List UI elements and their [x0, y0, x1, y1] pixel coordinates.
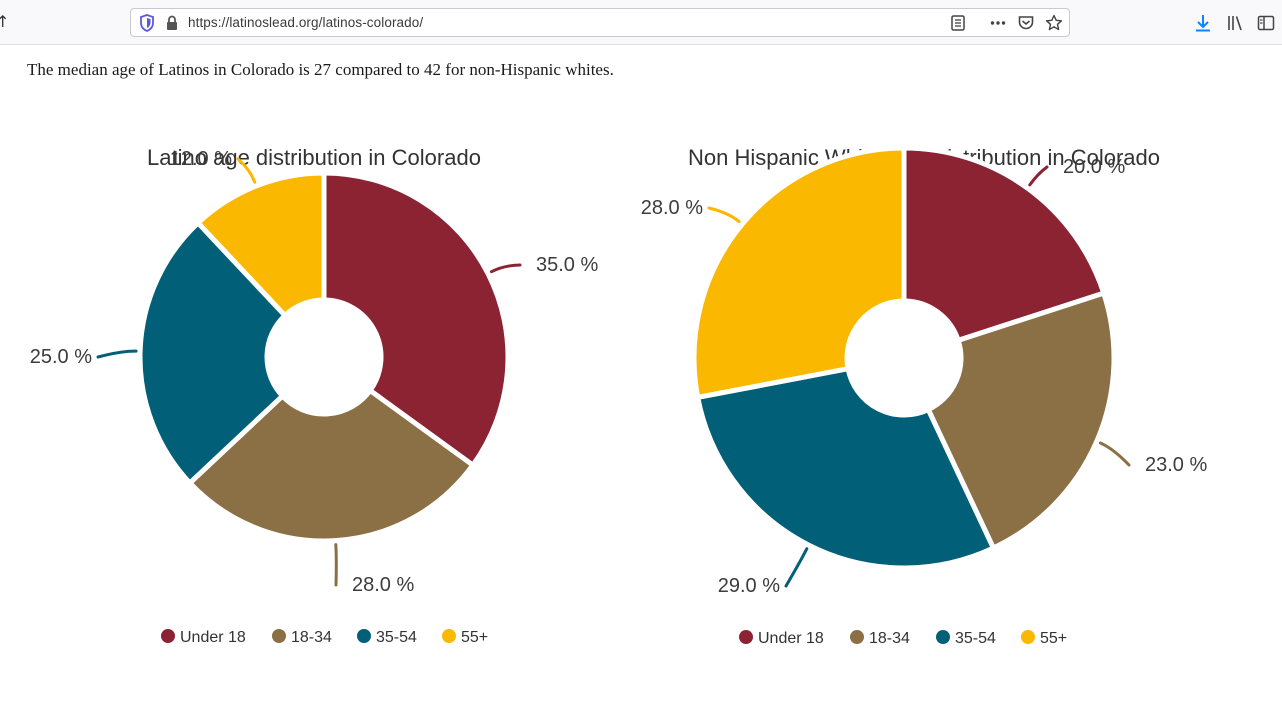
tracking-shield-icon[interactable] — [139, 14, 155, 32]
leader-line — [490, 263, 522, 274]
slice-value-label: 28.0 % — [641, 197, 703, 219]
leader-line — [96, 349, 138, 359]
slice-value-label: 20.0 % — [1063, 156, 1125, 178]
legend-swatch — [936, 630, 950, 644]
chart-title: Latino age distribution in Colorado — [147, 145, 481, 170]
leader-line — [1028, 165, 1049, 187]
legend-swatch — [442, 629, 456, 643]
pie-slice-18-34[interactable] — [924, 289, 1117, 552]
bookmark-star-icon[interactable] — [1045, 14, 1063, 32]
legend-label[interactable]: Under 18 — [758, 630, 824, 647]
library-icon[interactable] — [1225, 13, 1245, 33]
intro-text: The median age of Latinos in Colorado is… — [27, 60, 614, 79]
legend-swatch — [161, 629, 175, 643]
pocket-icon[interactable] — [1017, 14, 1035, 32]
sidebar-icon[interactable] — [1256, 13, 1276, 33]
legend-swatch — [272, 629, 286, 643]
reader-view-icon[interactable] — [949, 14, 967, 32]
leader-line — [784, 547, 809, 588]
address-bar[interactable]: https://latinoslead.org/latinos-colorado… — [130, 8, 1070, 37]
url-text[interactable]: https://latinoslead.org/latinos-colorado… — [188, 15, 424, 30]
leader-line — [707, 206, 741, 224]
legend-swatch — [850, 630, 864, 644]
charts-area: Latino age distribution in Colorado 35.0… — [30, 145, 1208, 647]
slice-value-label: 35.0 % — [536, 254, 598, 276]
latino-age-chart: Latino age distribution in Colorado 35.0… — [30, 145, 599, 646]
legend-label[interactable]: 55+ — [461, 629, 488, 646]
pie-slice-18-34[interactable] — [186, 387, 477, 544]
pie-slice-55-[interactable] — [691, 145, 907, 401]
slice-value-label: 23.0 % — [1145, 454, 1207, 476]
leader-line — [236, 157, 257, 184]
legend-swatch — [739, 630, 753, 644]
legend-label[interactable]: Under 18 — [180, 629, 246, 646]
browser-toolbar: ↑ https://latinoslead.org/latinos-colora… — [0, 0, 1282, 45]
more-actions-icon[interactable] — [989, 14, 1007, 32]
pie-slice-55-[interactable] — [194, 170, 327, 319]
pie-slice-under-18[interactable] — [901, 145, 1107, 344]
legend-swatch — [1021, 630, 1035, 644]
nhw-age-chart: Non Hispanic White Age Distribution in C… — [641, 145, 1208, 647]
lock-icon[interactable] — [165, 14, 179, 32]
pie-slice-35-54[interactable] — [694, 365, 997, 571]
slice-value-label: 12.0 % — [170, 148, 232, 170]
slice-value-label: 25.0 % — [30, 346, 92, 368]
legend-label[interactable]: 35-54 — [955, 630, 996, 647]
legend-label[interactable]: 35-54 — [376, 629, 417, 646]
back-arrow-icon[interactable]: ↑ — [0, 12, 10, 31]
legend-swatch — [357, 629, 371, 643]
slice-value-label: 28.0 % — [352, 574, 414, 596]
downloads-icon[interactable] — [1193, 13, 1213, 33]
pie-slice-35-54[interactable] — [137, 219, 289, 487]
legend-label[interactable]: 18-34 — [291, 629, 332, 646]
pie-slice-under-18[interactable] — [321, 170, 511, 469]
leader-line — [1098, 441, 1131, 467]
slice-value-label: 29.0 % — [718, 575, 780, 597]
legend-label[interactable]: 18-34 — [869, 630, 910, 647]
legend-label[interactable]: 55+ — [1040, 630, 1067, 647]
